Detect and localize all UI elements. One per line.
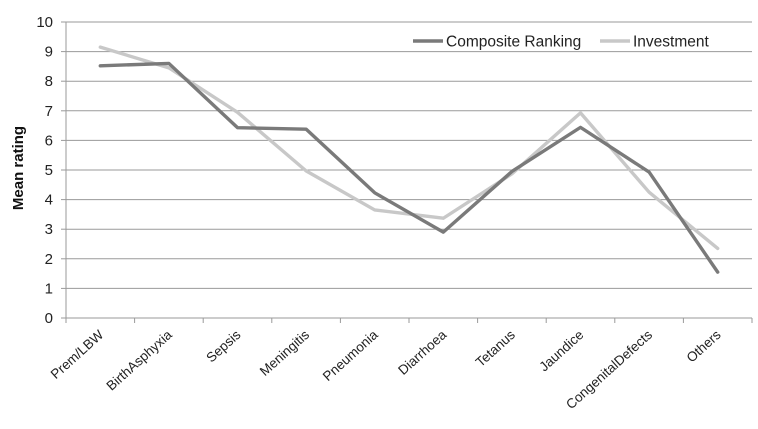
legend-label-composite-ranking: Composite Ranking [446, 34, 581, 51]
y-tick-label-0: 0 [45, 310, 53, 327]
series-lines [98, 45, 720, 274]
series-line-investment [98, 45, 720, 251]
y-tick-label-8: 8 [45, 73, 53, 90]
x-tick-label-meningitis: Meningitis [257, 327, 312, 379]
y-tick-label-2: 2 [45, 251, 53, 268]
legend: Composite Ranking Investment [413, 34, 710, 51]
x-tick-label-sepsis: Sepsis [203, 327, 243, 365]
gridlines [66, 21, 752, 289]
y-tick-label-5: 5 [45, 162, 53, 179]
legend-label-investment: Investment [633, 34, 710, 51]
y-tick-label-1: 1 [45, 280, 53, 297]
series-line-composite-ranking [98, 61, 720, 274]
y-tick-label-6: 6 [45, 132, 53, 149]
x-tick-label-pneumonia: Pneumonia [320, 327, 381, 384]
y-tick-label-10: 10 [36, 14, 53, 31]
y-axis-title: Mean rating [10, 126, 27, 210]
x-tick-label-jaundice: Jaundice [536, 327, 586, 374]
y-tick-label-4: 4 [45, 192, 53, 209]
x-tick-label-diarrhoea: Diarrhoea [395, 327, 449, 378]
x-tick-label-prem-lbw: Prem/LBW [48, 327, 107, 382]
x-tick-label-tetanus: Tetanus [473, 327, 518, 370]
y-tick-labels: 0 1 2 3 4 5 6 7 8 9 10 [36, 14, 53, 327]
axes [61, 21, 753, 323]
x-tick-label-others: Others [684, 327, 724, 365]
y-tick-label-7: 7 [45, 103, 53, 120]
y-tick-label-3: 3 [45, 221, 53, 238]
x-tick-label-birthasphyxia: BirthAsphyxia [104, 327, 176, 394]
y-tick-label-9: 9 [45, 44, 53, 61]
